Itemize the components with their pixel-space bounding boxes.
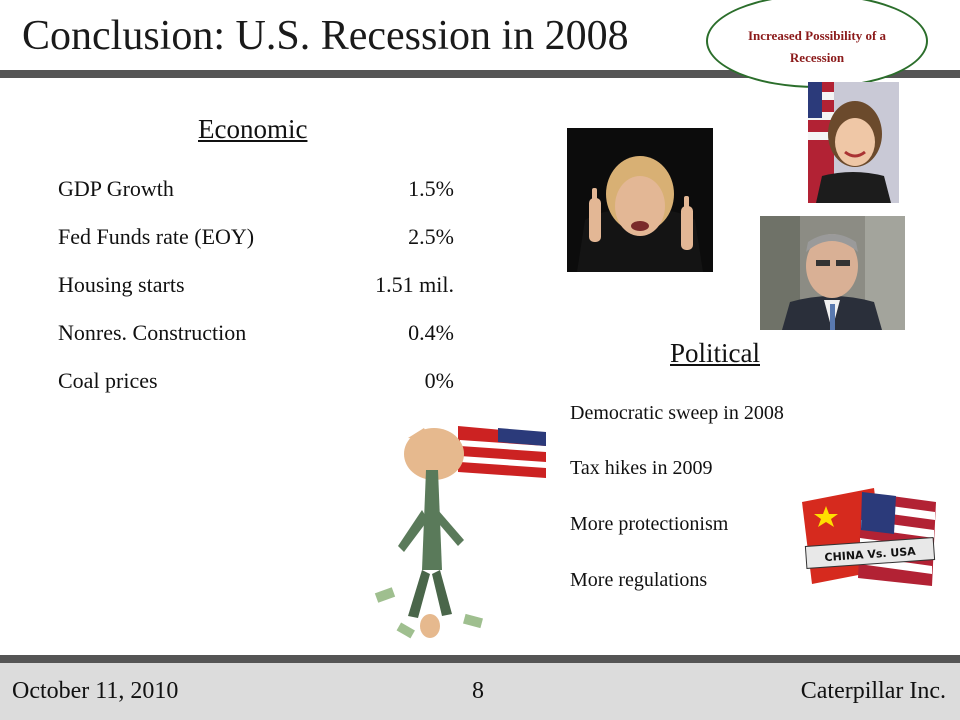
politician-photo-3 [760, 216, 905, 330]
footer-date: October 11, 2010 [12, 678, 179, 704]
footer-divider [0, 655, 960, 663]
economic-row-value: 0% [424, 368, 454, 393]
china-vs-usa-flags: CHINA Vs. USA [792, 480, 944, 592]
economic-row-label: GDP Growth [58, 176, 174, 201]
slide-title: Conclusion: U.S. Recession in 2008 [22, 13, 629, 59]
politician-photo-1 [567, 128, 713, 272]
economic-row-label: Nonres. Construction [58, 320, 247, 345]
economic-row: Fed Funds rate (EOY) 2.5% [58, 224, 454, 254]
economic-heading: Economic [198, 114, 308, 144]
economic-row: Nonres. Construction 0.4% [58, 320, 454, 350]
uncle-sam-illustration [368, 420, 546, 646]
economic-row-label: Coal prices [58, 368, 158, 393]
page-number: 8 [472, 678, 484, 704]
economic-row: Coal prices 0% [58, 368, 454, 398]
political-item: More protectionism [570, 513, 729, 535]
economic-row: Housing starts 1.51 mil. [58, 272, 454, 302]
flags-badge-text: CHINA Vs. USA [824, 545, 917, 564]
recession-callout: Increased Possibility of a Recession [706, 0, 928, 88]
economic-row-value: 0.4% [408, 320, 454, 345]
political-item: Tax hikes in 2009 [570, 457, 713, 479]
economic-row-label: Housing starts [58, 272, 185, 297]
footer-band [0, 663, 960, 720]
economic-row-value: 2.5% [408, 224, 454, 249]
political-item: Democratic sweep in 2008 [570, 402, 784, 424]
politician-photo-2 [808, 82, 899, 203]
recession-callout-text: Increased Possibility of a Recession [747, 28, 887, 65]
political-item: More regulations [570, 569, 708, 591]
political-heading: Political [670, 338, 760, 368]
economic-row-label: Fed Funds rate (EOY) [58, 224, 255, 249]
title-divider [0, 70, 960, 78]
economic-row: GDP Growth 1.5% [58, 176, 454, 206]
economic-row-value: 1.51 mil. [375, 272, 454, 297]
footer-company: Caterpillar Inc. [800, 678, 946, 704]
economic-row-value: 1.5% [408, 176, 454, 201]
